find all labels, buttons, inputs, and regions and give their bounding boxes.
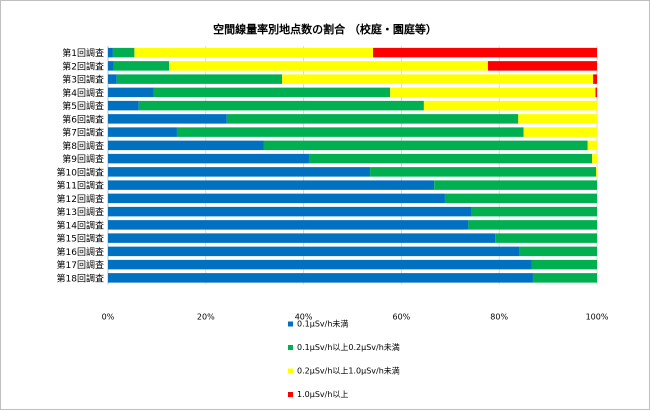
category-label: 第11回調査 <box>57 180 104 192</box>
category-label: 第5回調査 <box>62 100 104 112</box>
category-label: 第6回調査 <box>62 113 104 125</box>
bar-segment-3 <box>518 114 597 124</box>
bar-segment-3 <box>592 153 597 164</box>
legend-label: 0.2μSv/h以上1.0μSv/h未満 <box>297 366 400 376</box>
legend-label: 1.0μSv/h以上 <box>297 390 348 399</box>
bar-segment-2 <box>113 61 170 71</box>
bar-segment-2 <box>495 233 597 243</box>
bar-segment-1 <box>108 193 445 204</box>
category-label: 第7回調査 <box>62 127 104 139</box>
bar-segment-1 <box>108 87 154 98</box>
x-tick-label: 20% <box>197 313 215 322</box>
bar-segment-4 <box>595 87 597 98</box>
bar-segment-1 <box>108 206 472 217</box>
bar-segment-2 <box>434 180 597 190</box>
x-tick-label: 0% <box>102 313 115 322</box>
legend-label: 0.1μSv/h以上0.2μSv/h未満 <box>297 342 400 352</box>
bar-segment-3 <box>596 167 597 177</box>
bar-segment-4 <box>593 74 597 84</box>
category-label: 第13回調査 <box>57 206 104 218</box>
x-tick-label: 80% <box>490 313 508 322</box>
category-label: 第8回調査 <box>62 140 104 152</box>
bar-segment-3 <box>134 47 374 58</box>
category-label: 第10回調査 <box>57 166 104 178</box>
category-label: 第14回調査 <box>57 219 104 231</box>
bar-segment-1 <box>108 61 114 71</box>
bar-segment-1 <box>108 47 113 58</box>
bar-segment-2 <box>153 87 391 98</box>
bar-segment-2 <box>519 246 597 257</box>
bar-segment-2 <box>468 220 597 230</box>
bar-segment-2 <box>176 127 524 137</box>
category-label: 第18回調査 <box>57 272 104 284</box>
bar-segment-1 <box>108 74 117 84</box>
category-label: 第2回調査 <box>62 60 104 72</box>
bars <box>108 47 597 283</box>
bar-segment-2 <box>138 100 424 111</box>
bar-segment-3 <box>282 74 594 84</box>
bar-segment-2 <box>263 140 588 151</box>
bar-segment-1 <box>108 140 264 151</box>
legend-swatch <box>288 368 293 374</box>
bar-segment-3 <box>423 100 597 111</box>
x-tick-label: 100% <box>586 313 609 322</box>
category-label: 第3回調査 <box>62 74 104 86</box>
bar-segment-1 <box>108 153 309 164</box>
x-tick-label: 60% <box>393 313 411 322</box>
legend: 0.1μSv/h未満 0.1μSv/h以上0.2μSv/h未満 0.2μSv/h以上… <box>288 319 400 399</box>
bar-segment-1 <box>108 273 533 283</box>
bar-segment-2 <box>308 153 593 164</box>
bar-segment-1 <box>108 246 520 257</box>
bar-segment-4 <box>373 47 597 58</box>
bar-segment-2 <box>112 47 135 58</box>
legend-swatch <box>288 345 293 350</box>
bar-segment-1 <box>108 233 496 243</box>
bar-segment-1 <box>108 259 532 270</box>
x-tick-label: 40% <box>295 313 313 322</box>
bar-segment-1 <box>108 127 177 137</box>
x-tick-labels: 0% 20% 40% 60% 80% 100% <box>102 313 609 322</box>
bar-segment-3 <box>169 61 488 71</box>
bar-segment-2 <box>444 193 597 204</box>
category-label: 第9回調査 <box>62 153 104 165</box>
bar-segment-3 <box>390 87 596 98</box>
bar-segment-1 <box>108 220 469 230</box>
bar-segment-2 <box>531 259 597 270</box>
category-label: 第1回調査 <box>62 47 104 59</box>
bar-segment-2 <box>226 114 519 124</box>
category-label: 第12回調査 <box>57 193 104 205</box>
legend-swatch <box>288 321 293 327</box>
bar-segment-2 <box>370 167 597 177</box>
bar-segment-2 <box>116 74 283 84</box>
gridlines <box>107 46 598 285</box>
category-label: 第17回調査 <box>57 259 104 271</box>
bar-segment-3 <box>587 140 597 151</box>
bar-segment-1 <box>108 100 139 111</box>
category-label: 第4回調査 <box>62 87 104 99</box>
bar-segment-1 <box>108 180 435 190</box>
bar-segment-2 <box>532 273 597 283</box>
bar-segment-1 <box>108 167 371 177</box>
category-labels: 第1回調査第2回調査第3回調査第4回調査第5回調査第6回調査第7回調査第8回調査… <box>57 47 104 284</box>
bar-segment-2 <box>471 206 597 217</box>
category-label: 第16回調査 <box>57 246 104 258</box>
category-label: 第15回調査 <box>57 233 104 245</box>
bar-segment-4 <box>487 61 597 71</box>
chart-title: 空間線量率別地点数の割合 （校庭・園庭等） <box>213 22 437 36</box>
bar-segment-3 <box>523 127 597 137</box>
legend-swatch <box>288 392 293 397</box>
bar-segment-1 <box>108 114 227 124</box>
legend-label: 0.1μSv/h未満 <box>297 319 348 329</box>
